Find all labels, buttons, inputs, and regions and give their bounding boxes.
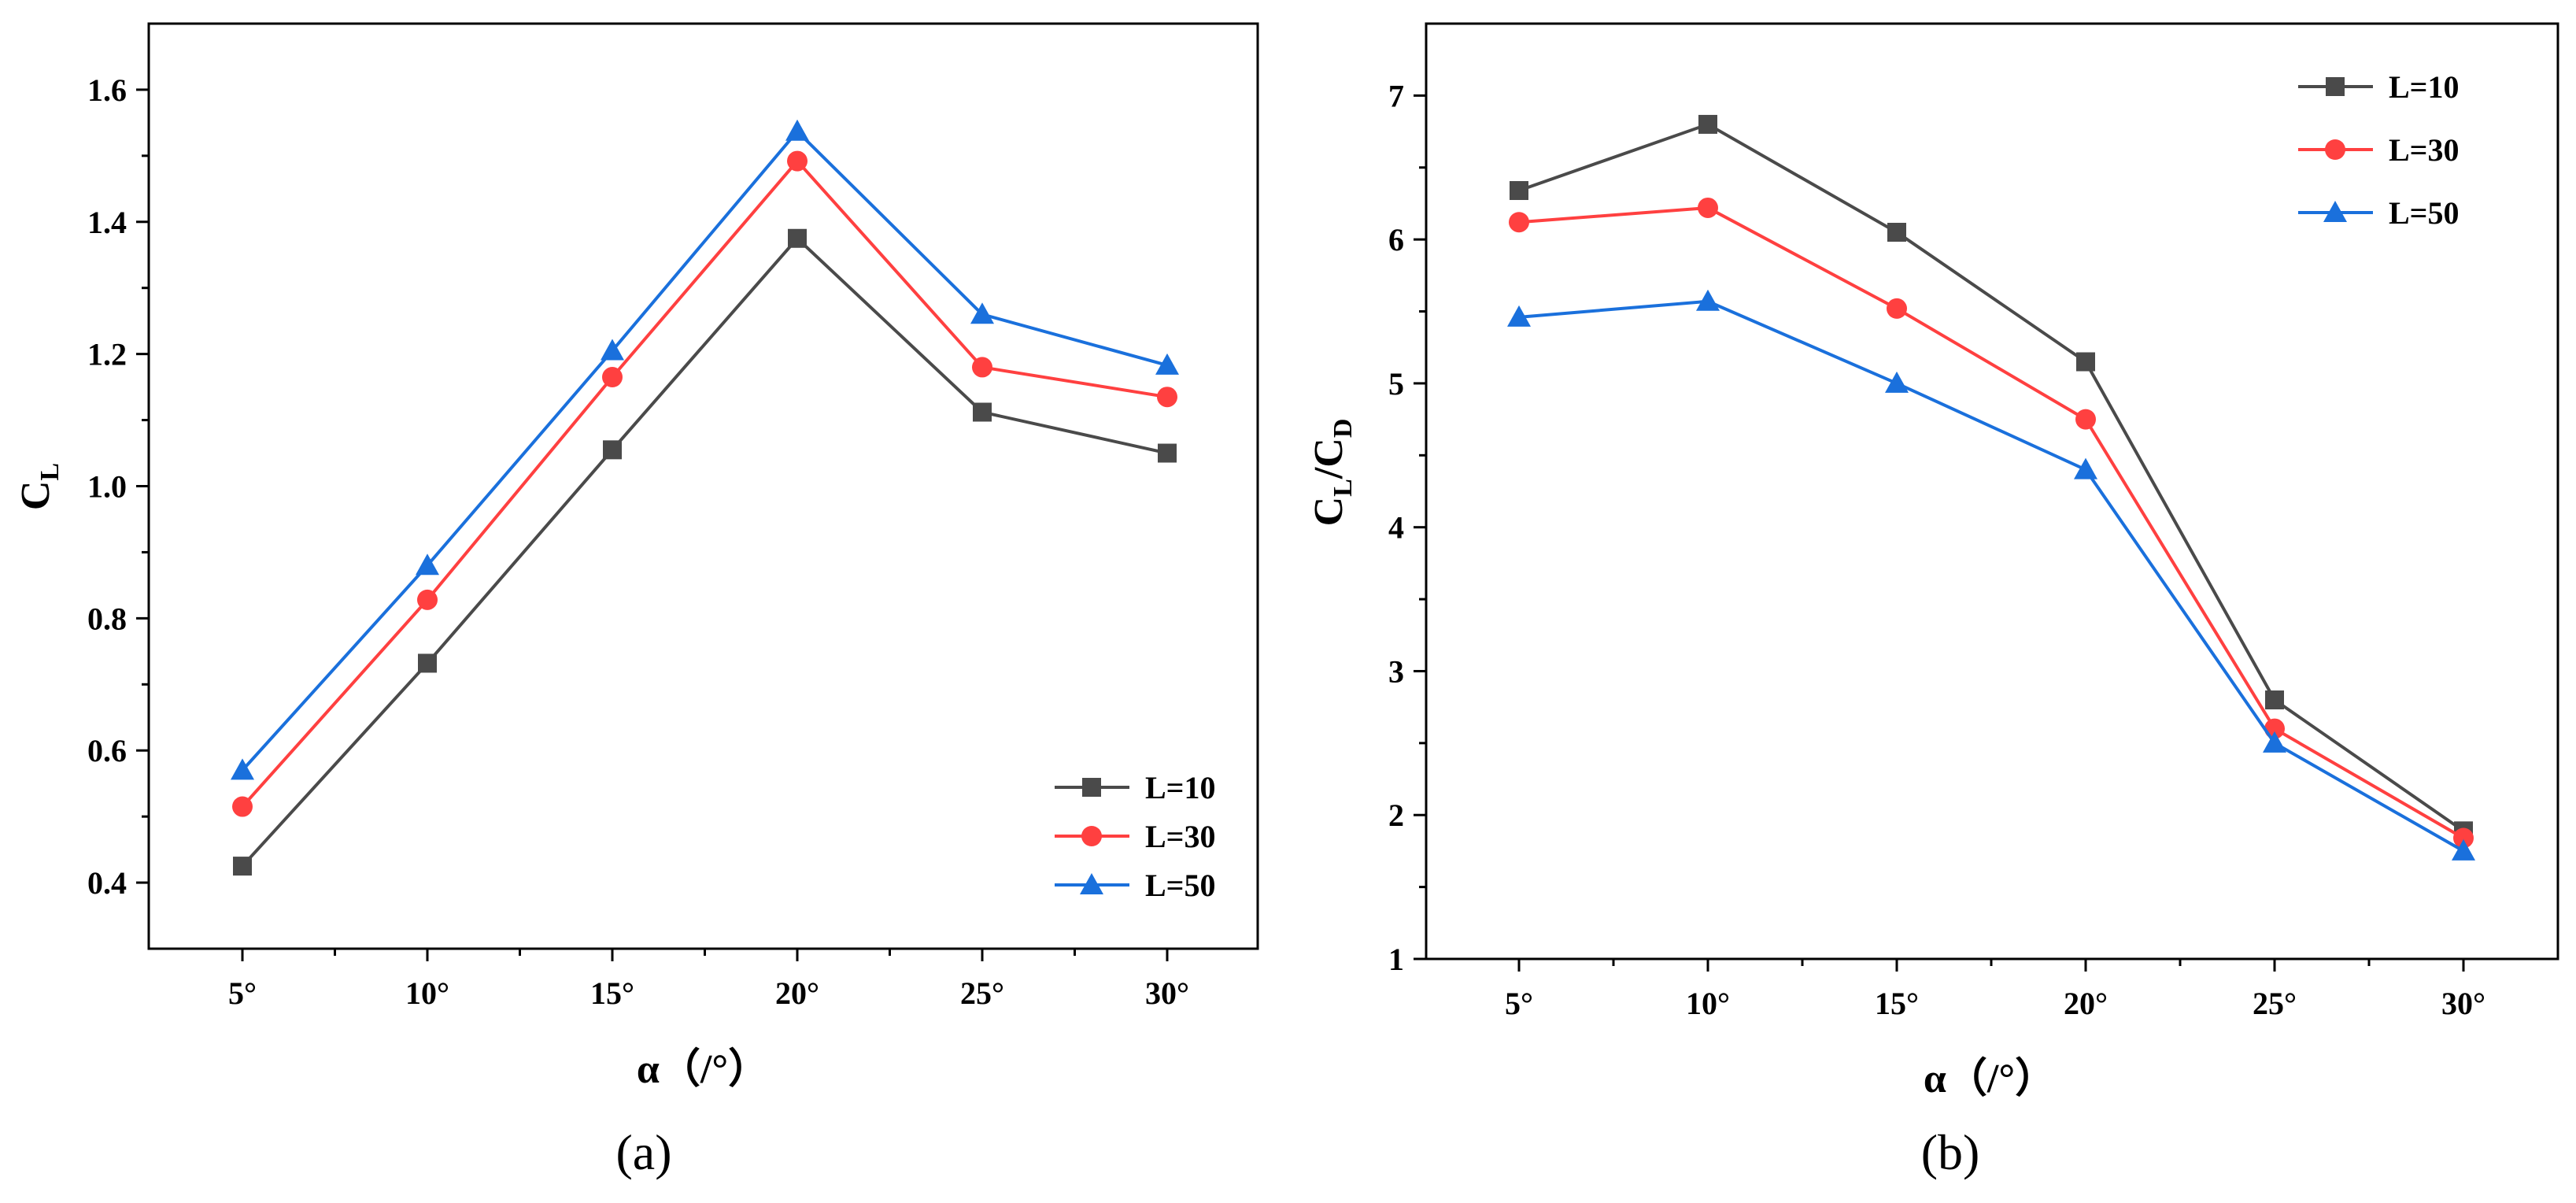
panel-a-x-tick-label: 5° — [228, 975, 257, 1011]
panel-a-data-point-l10 — [233, 857, 252, 876]
panel-b-x-tick-label: 15° — [1875, 986, 1919, 1021]
panel-b-x-axis-title: α（/°） — [1924, 1056, 2056, 1101]
panel-a-data-point-l30 — [417, 589, 438, 610]
panel-b-legend-label-l50: L=50 — [2389, 195, 2459, 231]
panel-a-legend-marker-l30 — [1081, 826, 1102, 846]
panel-a-legend-marker-l10 — [1082, 778, 1101, 797]
panel-b-data-point-l10 — [1698, 114, 1717, 134]
panel-a-y-tick-label: 1.2 — [87, 337, 127, 372]
panel-b-x-tick-label: 5° — [1505, 986, 1533, 1021]
panel-a-data-point-l50 — [970, 302, 994, 324]
panel-a-data-point-l50 — [1155, 353, 1179, 375]
panel-b-data-point-l50 — [2074, 457, 2097, 479]
panel-b-data-point-l50 — [1696, 289, 1720, 311]
panel-a-y-tick-label: 1.6 — [87, 72, 127, 108]
panel-a-legend: L=10 L=30 L=50 — [1055, 770, 1215, 903]
panel-a-y-axis-title: CL — [13, 463, 65, 510]
panel-a-legend-label-l50: L=50 — [1145, 868, 1215, 903]
panel-b-legend: L=10 L=30 L=50 — [2298, 69, 2459, 231]
panel-b-legend-marker-l30 — [2325, 139, 2345, 160]
panel-b-legend-marker-l10 — [2326, 77, 2345, 96]
panel-b-data-point-l50 — [1507, 305, 1531, 327]
panel-b-data-point-l50 — [2452, 838, 2475, 861]
panel-a-data-point-l30 — [787, 150, 808, 172]
panel-b-data-point-l50 — [2263, 731, 2286, 753]
panel-b-y-tick-label: 6 — [1388, 222, 1404, 257]
panel-b-data-point-l30 — [1887, 298, 1907, 319]
panel-a-data-point-l30 — [1157, 387, 1177, 408]
panel-b-x-tick-label: 30° — [2441, 986, 2485, 1021]
panel-a-data-point-l10 — [973, 402, 992, 422]
panel-a-data-point-l50 — [785, 119, 809, 141]
panel-a-plot-frame — [147, 22, 1259, 950]
panel-b-x-tick-label: 10° — [1686, 986, 1730, 1021]
panel-a-lift-coefficient-chart: 0.40.60.81.01.21.41.6 5° 10° 15° 20° 25° 30° … — [13, 22, 1259, 1180]
panel-a-data-point-l10 — [1158, 443, 1177, 463]
panel-a-series-line-l30 — [241, 158, 1168, 808]
panel-a-legend-label-l30: L=30 — [1145, 819, 1215, 854]
panel-a-data-point-l50 — [601, 339, 624, 361]
panel-a-data-point-l30 — [602, 367, 623, 388]
panel-b-y-tick-label: 7 — [1388, 78, 1404, 113]
panel-a-data-point-l30 — [972, 357, 992, 378]
panel-b-data-point-l30 — [2075, 409, 2096, 430]
panel-a-legend-marker-l50 — [1080, 873, 1103, 894]
panel-b-legend-label-l30: L=30 — [2389, 132, 2459, 168]
panel-a-data-point-l10 — [788, 228, 807, 248]
panel-b-data-point-l10 — [1887, 223, 1906, 242]
panel-b-legend-label-l10: L=10 — [2389, 69, 2459, 105]
panel-a-y-ticks: 0.4 0.6 0.8 1.0 1.2 1.4 1.6 — [87, 72, 149, 901]
panel-a-legend-label-l10: L=10 — [1145, 770, 1215, 805]
panel-a-x-tick-label: 15° — [590, 975, 634, 1011]
panel-a-data-point-l50 — [231, 758, 254, 780]
panel-b-data-point-l10 — [2076, 352, 2095, 372]
panel-b-series-line-l30 — [1518, 205, 2465, 840]
panel-b-x-ticks: 5° 10° 15° 20° 25° 30° — [1505, 959, 2485, 1021]
panel-a-series — [231, 119, 1179, 876]
panel-b-y-tick-label: 1 — [1388, 942, 1404, 977]
panel-a-data-point-l10 — [603, 440, 622, 460]
panel-b-series — [1507, 114, 2475, 861]
panel-a-x-tick-label: 25° — [960, 975, 1004, 1011]
panel-b-y-tick-label: 4 — [1388, 510, 1404, 546]
panel-b-label: (b) — [1921, 1124, 1980, 1180]
panel-b-data-point-l30 — [1509, 212, 1529, 233]
panel-a-x-tick-label: 30° — [1145, 975, 1189, 1011]
panel-a-series-line-l50 — [241, 128, 1168, 772]
panel-b-y-tick-label: 3 — [1388, 653, 1404, 689]
panel-b-x-tick-label: 25° — [2253, 986, 2297, 1021]
panel-b-data-point-l50 — [1885, 371, 1909, 393]
panel-b-y-axis-title: CL/CD — [1306, 419, 1358, 527]
panel-a-data-point-l50 — [416, 553, 439, 576]
panel-b-series-line-l10 — [1518, 122, 2465, 832]
panel-a-y-tick-label: 1.0 — [87, 469, 127, 505]
panel-b-lift-drag-ratio-chart: 1 2 3 4 5 6 7 5° 10° 15° 20° 25° 30° L=10 L=30 L=50 α… — [1306, 22, 2559, 1180]
panel-a-y-tick-label: 1.4 — [87, 205, 127, 240]
panel-b-data-point-l10 — [1510, 181, 1528, 201]
panel-b-y-tick-label: 5 — [1388, 366, 1404, 402]
panel-a-data-point-l10 — [418, 653, 437, 673]
panel-a-data-point-l30 — [232, 796, 253, 817]
panel-a-x-axis-title: α（/°） — [637, 1046, 769, 1092]
panel-b-data-point-l10 — [2265, 690, 2284, 710]
panel-a-y-tick-label: 0.8 — [87, 601, 127, 636]
panel-a-series-line-l10 — [241, 235, 1168, 868]
panel-a-y-tick-label: 0.6 — [87, 733, 127, 768]
panel-b-y-tick-label: 2 — [1388, 798, 1404, 833]
panel-a-y-tick-label: 0.4 — [87, 865, 127, 901]
panel-b-data-point-l30 — [2453, 827, 2474, 849]
panel-b-data-point-l30 — [1698, 197, 1718, 218]
panel-b-legend-marker-l50 — [2323, 201, 2347, 222]
panel-a-label: (a) — [615, 1124, 671, 1180]
panel-a-x-tick-label: 20° — [775, 975, 819, 1011]
panel-a-x-tick-label: 10° — [405, 975, 449, 1011]
panel-b-y-ticks: 1 2 3 4 5 6 7 — [1388, 78, 1426, 977]
panel-a-x-ticks: 5° 10° 15° 20° 25° 30° — [228, 949, 1189, 1011]
panel-b-x-tick-label: 20° — [2064, 986, 2108, 1021]
panel-b-series-line-l50 — [1518, 299, 2464, 853]
